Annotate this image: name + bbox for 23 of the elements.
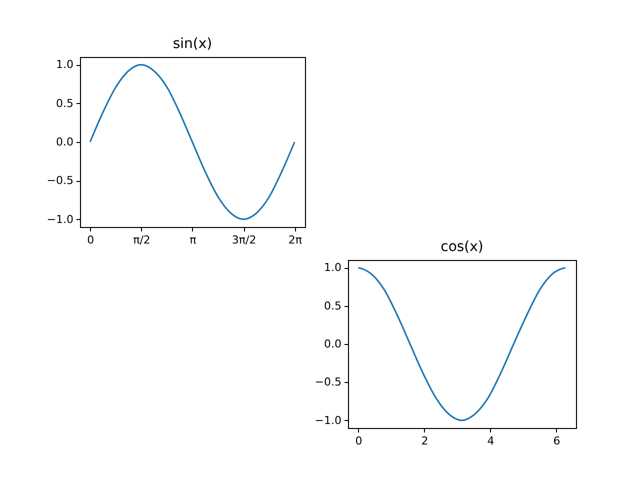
x-tick-label: 4: [487, 434, 494, 448]
x-tick-label: π/2: [133, 234, 150, 246]
line-series: [357, 266, 566, 422]
x-tick-label: 2π: [288, 234, 302, 246]
y-tick-label: −1.0: [314, 414, 342, 427]
y-tick-label: 0.0: [56, 136, 74, 148]
line-series: [89, 64, 296, 220]
x-tick-label: 0: [87, 234, 94, 246]
y-tick-label: −0.5: [314, 376, 342, 389]
chart-title: cos(x): [440, 239, 484, 255]
y-tick-label: −0.5: [46, 174, 74, 188]
x-tick-label: π: [190, 234, 197, 246]
y-tick-label: 0.0: [324, 338, 342, 350]
chart-title: sin(x): [172, 36, 212, 52]
y-tick-label: 0.5: [56, 96, 74, 110]
x-tick-label: 0: [355, 434, 362, 448]
x-tick-label: 3π/2: [232, 234, 256, 246]
y-tick-label: 0.5: [324, 299, 342, 312]
x-tick-label: 6: [553, 434, 560, 448]
y-tick-label: 1.0: [324, 261, 342, 274]
y-tick-label: 1.0: [56, 58, 74, 72]
x-tick-label: 2: [421, 434, 428, 448]
y-tick-label: −1.0: [46, 212, 74, 226]
